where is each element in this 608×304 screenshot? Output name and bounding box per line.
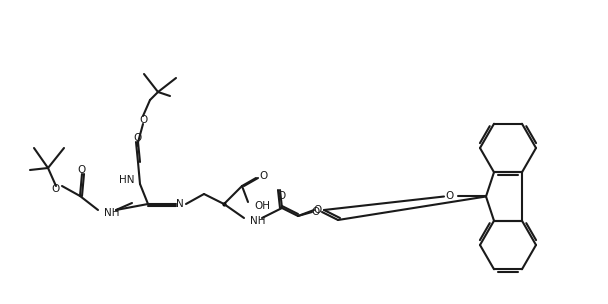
Text: NH: NH xyxy=(104,208,120,218)
Text: O: O xyxy=(133,133,141,143)
Text: N: N xyxy=(176,199,184,209)
Text: O: O xyxy=(259,171,267,181)
Text: O: O xyxy=(139,115,147,125)
Text: O: O xyxy=(314,205,322,215)
Text: O: O xyxy=(312,207,320,217)
Text: HN: HN xyxy=(119,175,134,185)
Text: OH: OH xyxy=(254,201,270,211)
Text: O: O xyxy=(446,192,454,202)
Text: O: O xyxy=(52,184,60,194)
Text: O: O xyxy=(278,191,286,201)
Text: NH: NH xyxy=(250,216,266,226)
Text: O: O xyxy=(77,165,85,175)
